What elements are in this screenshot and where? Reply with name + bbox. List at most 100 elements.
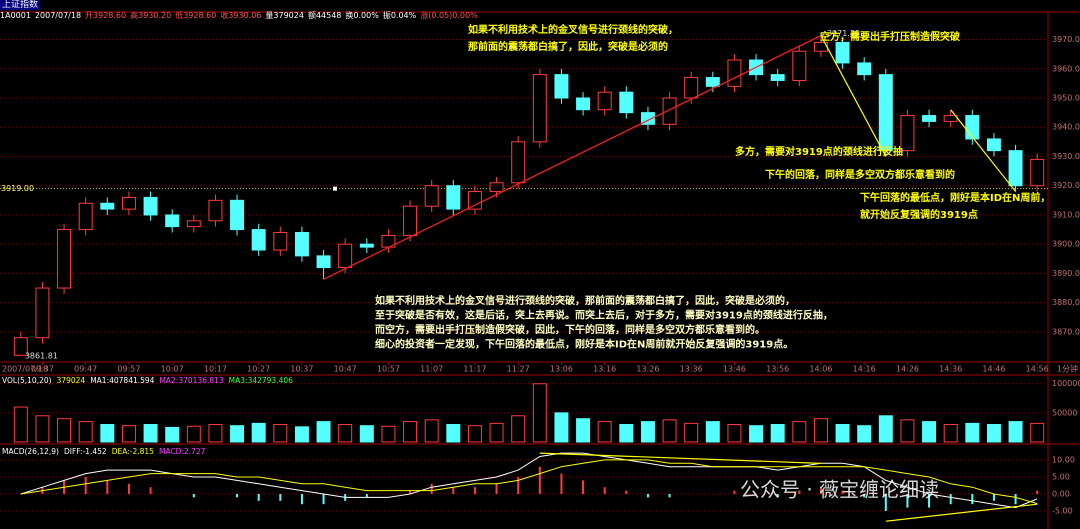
info-item: 1A0001: [0, 11, 31, 20]
volume-bar: [835, 424, 850, 443]
candle-body: [857, 62, 872, 76]
low-label: 3861.81: [25, 351, 58, 360]
volume-bar: [727, 424, 742, 443]
watermark: 公众号 · 薇宝缠论细读: [740, 478, 939, 502]
x-tick-label: 10:07: [161, 365, 184, 374]
volume-tick-label: 100000: [1052, 379, 1080, 388]
candle-body: [619, 91, 634, 114]
annotation: 空方，需要出手打压制造假突破: [820, 30, 960, 43]
volume-bar: [1008, 421, 1023, 443]
macd-tick-label: 10.00: [1052, 455, 1075, 464]
x-tick-label: 14:06: [809, 365, 832, 374]
neckline-label: 3919.00: [1, 184, 34, 193]
high-label: 3971.35: [827, 29, 860, 38]
candle-body: [1030, 158, 1045, 187]
candle-body: [251, 229, 266, 251]
y-tick-label: 3960.00: [1052, 64, 1080, 73]
x-tick-label: 11:07: [420, 365, 443, 374]
annotation: 如果不利用技术上的金叉信号进行颈线的突破，: [468, 23, 678, 36]
candle-body: [900, 115, 915, 152]
annotation: 如果不利用技术上的金叉信号进行颈线的突破，那前面的震荡都白搞了，因此，突破是必须…: [375, 294, 795, 307]
info-item: 振0.04%: [382, 11, 417, 20]
candle-body: [532, 74, 547, 143]
volume-bar: [100, 424, 115, 443]
index-title: 上证指数: [0, 0, 41, 10]
volume-bar: [273, 424, 288, 443]
x-tick-label: 11:17: [463, 365, 486, 374]
candle-body: [403, 205, 418, 236]
candle-body: [165, 214, 180, 228]
candle-body: [294, 231, 309, 257]
y-tick-label: 3870.00: [1052, 327, 1080, 336]
candle-body: [511, 141, 526, 184]
volume-bar: [57, 418, 72, 443]
info-item: 开3928.60: [85, 11, 127, 20]
candle-body: [640, 112, 655, 125]
info-item: 涨(0.05)0.00%: [420, 11, 478, 20]
volume-bar: [208, 424, 223, 443]
candle-body: [792, 50, 807, 81]
volume-bar: [597, 421, 612, 443]
candle-body: [705, 77, 720, 87]
volume-bar: [813, 418, 828, 443]
annotation: 下午回落的最低点，刚好是本ID在N周前，: [860, 191, 1050, 204]
volume-bar: [489, 422, 504, 443]
annotation: 就开始反复强调的3919点: [860, 208, 978, 221]
volume-header: MA3:342793.406: [229, 376, 293, 385]
volume-bar: [403, 421, 418, 443]
macd-tick-label: 5.00: [1052, 472, 1070, 481]
volume-bar: [13, 406, 28, 443]
volume-bar: [338, 424, 353, 443]
volume-bar: [424, 419, 439, 443]
volume-bar: [878, 415, 893, 443]
macd-header: MACD:2.727: [159, 447, 206, 456]
candle-body: [13, 337, 28, 356]
candle-body: [943, 115, 958, 122]
candle-body: [986, 138, 1001, 152]
macd-header: DIFF:-1.452: [64, 447, 107, 456]
volume-bar: [359, 425, 374, 443]
candle-body: [878, 74, 893, 152]
candle-body: [922, 115, 937, 122]
volume-bar: [619, 424, 634, 443]
candle-body: [597, 91, 612, 111]
candle-body: [770, 74, 785, 81]
candle-body: [338, 243, 353, 269]
info-item: 收3930.06: [220, 11, 262, 20]
candle-body: [446, 185, 461, 210]
x-tick-label: 14:26: [896, 365, 919, 374]
candle-body: [273, 231, 288, 251]
volume-bar: [35, 415, 50, 443]
macd-dea-line: [20, 459, 1038, 505]
candle-body: [576, 97, 591, 111]
candle-body: [186, 220, 201, 228]
candle-body: [121, 196, 136, 210]
volume-bar: [511, 415, 526, 443]
volume-bar: [576, 418, 591, 443]
annotation: 那前面的震荡都白搞了，因此，突破是必须的: [468, 40, 668, 53]
volume-bar: [965, 422, 980, 443]
volume-bar: [446, 424, 461, 443]
volume-header: MA1:407841.594: [90, 376, 154, 385]
info-item: 额44548: [307, 11, 342, 20]
candle-body: [208, 199, 223, 222]
y-tick-label: 3940.00: [1052, 123, 1080, 132]
annotation: 下午的回落，同样是多空双方都乐意看到的: [765, 168, 955, 181]
x-tick-label: 10:17: [204, 365, 227, 374]
y-tick-label: 3930.00: [1052, 152, 1080, 161]
candle-body: [230, 199, 245, 231]
candle-body: [1008, 150, 1023, 187]
y-tick-label: 3890.00: [1052, 269, 1080, 278]
volume-bar: [121, 425, 136, 443]
info-bar: 1A0001 2007/07/18 开3928.60 高3930.20 低3928.60…: [0, 10, 482, 22]
volume-bar: [78, 421, 93, 443]
volume-header: VOL(5,10,20): [2, 376, 52, 385]
candle-body: [835, 41, 850, 64]
trend-line: [323, 35, 822, 280]
x-tick-label: 14:36: [939, 365, 962, 374]
info-item: 高3930.20: [130, 11, 172, 20]
volume-bar: [467, 425, 482, 443]
x-tick-label: 13:26: [636, 365, 659, 374]
trend-line: [820, 35, 887, 157]
x-tick-label: 09:37: [31, 365, 54, 374]
